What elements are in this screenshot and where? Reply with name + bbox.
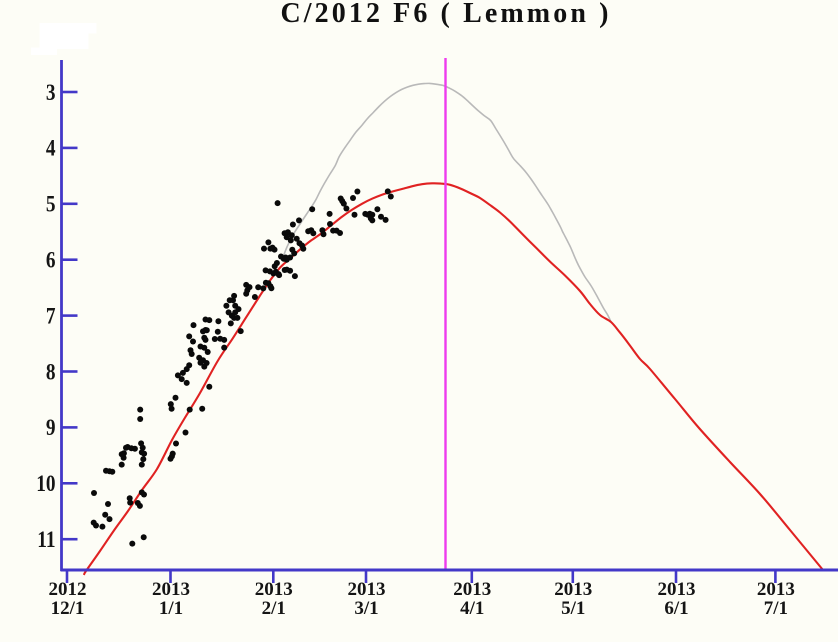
svg-text:5/1: 5/1 [561,598,585,619]
svg-text:2013: 2013 [348,579,386,600]
svg-text:6: 6 [46,247,56,273]
svg-text:2/1: 2/1 [262,598,286,619]
svg-text:9: 9 [46,415,56,441]
svg-text:2013: 2013 [255,579,293,600]
svg-text:2013: 2013 [152,579,190,600]
svg-text:4/1: 4/1 [460,598,484,619]
svg-text:7: 7 [46,303,56,329]
svg-text:12/1: 12/1 [51,598,85,619]
svg-text:2012: 2012 [49,579,87,600]
svg-text:C/2012 F6 ( Lemmon ): C/2012 F6 ( Lemmon ) [280,0,611,29]
svg-text:6/1: 6/1 [664,598,688,619]
svg-text:2013: 2013 [757,579,795,600]
svg-text:10: 10 [36,471,55,497]
svg-text:4: 4 [46,135,56,161]
svg-text:2013: 2013 [453,579,491,600]
svg-text:3/1: 3/1 [354,598,378,619]
svg-text:5: 5 [46,191,56,217]
svg-text:2013: 2013 [554,579,592,600]
svg-text:8: 8 [46,359,56,385]
svg-text:1/1: 1/1 [159,598,183,619]
svg-text:3: 3 [46,79,56,105]
svg-text:11: 11 [37,526,55,552]
svg-text:2013: 2013 [658,579,696,600]
svg-text:7/1: 7/1 [764,598,788,619]
